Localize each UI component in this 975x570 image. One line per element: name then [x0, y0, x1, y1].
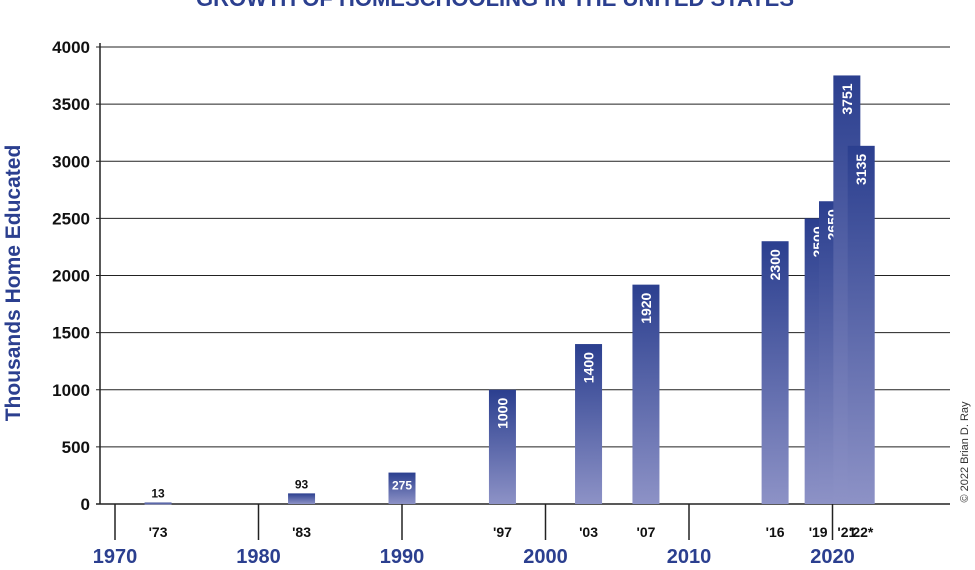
y-tick-label: 0: [81, 495, 90, 514]
decade-label: 2000: [523, 546, 568, 568]
gridlines: [96, 43, 950, 505]
y-tick-label: 2500: [52, 209, 90, 228]
decade-label: 1980: [236, 546, 281, 568]
bar: [575, 344, 603, 504]
chart-title: GROWTH OF HOMESCHOOLING IN THE UNITED ST…: [196, 0, 794, 11]
bar-value-label: 1400: [581, 352, 597, 383]
bar-year-label: '73: [149, 524, 168, 540]
bars: 13 '73 93 '83 275 1000 '97 1400 '03 1920 '07 2300 '1…: [144, 75, 875, 540]
y-tick-label: 3000: [52, 152, 90, 171]
y-tick-label: 500: [62, 438, 90, 457]
bar: [288, 493, 316, 504]
bar: [388, 472, 416, 504]
y-tick-label: 1500: [52, 324, 90, 343]
bar-year-label: '03: [579, 524, 598, 540]
bar-year-label: '16: [766, 524, 785, 540]
y-tick-label: 1000: [52, 381, 90, 400]
y-tick-label: 4000: [52, 38, 90, 57]
decade-label: 2010: [667, 546, 712, 568]
decade-label: 2020: [810, 546, 855, 568]
y-axis-label: Thousands Home Educated: [2, 145, 25, 422]
bar-value-label: 3751: [839, 83, 855, 114]
y-tick-label: 2000: [52, 267, 90, 286]
bar: [761, 241, 789, 504]
bar-value-label: 2300: [767, 249, 783, 280]
bar-year-label: '83: [292, 524, 311, 540]
bar: [632, 284, 660, 504]
decade-label: 1970: [93, 546, 138, 568]
decade-label: 1990: [380, 546, 425, 568]
bar-value-label: 13: [151, 487, 165, 501]
copyright-text: © 2022 Brian D. Ray: [959, 401, 971, 503]
bar: [488, 389, 516, 504]
y-tick-label: 3500: [52, 95, 90, 114]
bar-year-label: '22*: [849, 524, 874, 540]
bar-value-label: 275: [392, 479, 412, 493]
bar-year-label: '97: [493, 524, 512, 540]
bar-value-label: 93: [295, 477, 309, 491]
bar: [847, 145, 875, 505]
bar-year-label: '07: [636, 524, 655, 540]
x-axis: 1970 1980 1990 2000 2010 2020: [93, 504, 855, 568]
bar: [144, 502, 172, 505]
y-tick-labels: 0 500 1000 1500 2000 2500 3000 3500 4000: [52, 38, 90, 514]
bar-year-label: '19: [809, 524, 828, 540]
bar-value-label: 3135: [853, 154, 869, 185]
bar-value-label: 1000: [494, 398, 510, 429]
bar-year-label: '21: [837, 524, 856, 540]
bar-value-label: 1920: [638, 292, 654, 323]
